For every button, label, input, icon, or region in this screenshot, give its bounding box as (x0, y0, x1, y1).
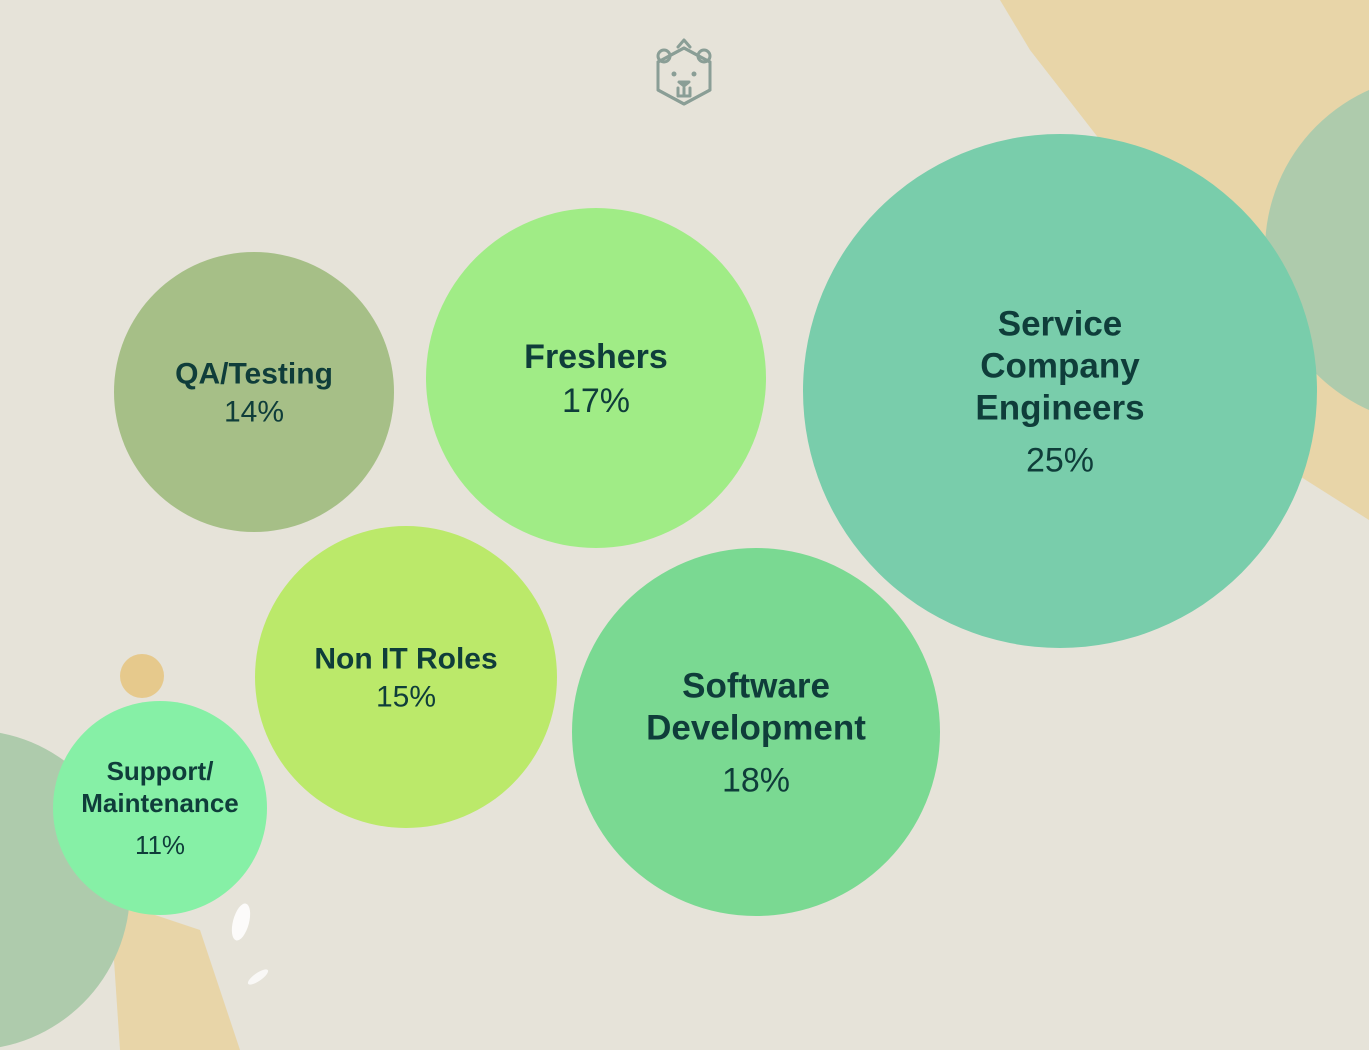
bubble-non-it-roles: Non IT Roles 15% (255, 526, 557, 828)
bubble-value-software-development: 18% (722, 761, 790, 799)
bubble-circle-qa-testing (114, 252, 394, 532)
bubble-circle-freshers (426, 208, 766, 548)
bubble-label-software-development-line-1: Software (682, 666, 830, 705)
bubble-label-qa-testing: QA/Testing (175, 358, 333, 391)
bubble-label-freshers: Freshers (524, 338, 668, 376)
bubble-label-service-company-engineers-line-3: Engineers (975, 388, 1144, 427)
decor-leaf-small (247, 969, 269, 985)
bubble-value-qa-testing: 14% (224, 396, 284, 429)
decor-streak-bottom-left (110, 900, 240, 1050)
bubble-circle-software-development (572, 548, 940, 916)
bubble-qa-testing: QA/Testing 14% (114, 252, 394, 532)
bubble-label-support-maintenance-line-2: Maintenance (81, 788, 239, 818)
bubble-circle-service-company-engineers (803, 134, 1317, 648)
bubble-freshers: Freshers 17% (426, 208, 766, 548)
decor-dot (120, 654, 164, 698)
decor-leaf (231, 903, 251, 941)
bubble-circle-non-it-roles (255, 526, 557, 828)
bubble-label-support-maintenance-line-1: Support/ (107, 756, 214, 786)
bubble-label-software-development-line-2: Development (646, 708, 866, 747)
bubble-label-service-company-engineers-line-1: Service (998, 304, 1123, 343)
bubble-circle-support-maintenance (53, 701, 267, 915)
bubble-support-maintenance: Support/Maintenance 11% (53, 701, 267, 915)
bubble-value-freshers: 17% (562, 382, 630, 420)
bubbles-group: QA/Testing 14% Freshers 17% ServiceCompanyEn… (53, 134, 1317, 916)
bubble-label-service-company-engineers-line-2: Company (980, 346, 1140, 385)
bear-logo-icon (656, 38, 712, 106)
bubble-value-support-maintenance: 11% (135, 830, 185, 860)
bubble-label-non-it-roles: Non IT Roles (314, 643, 497, 676)
bubble-value-service-company-engineers: 25% (1026, 441, 1094, 479)
bubble-value-non-it-roles: 15% (376, 681, 436, 714)
